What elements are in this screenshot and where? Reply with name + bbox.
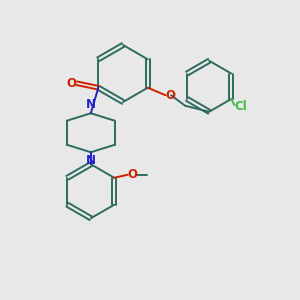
Text: N: N [86, 154, 96, 167]
Text: O: O [127, 168, 137, 181]
Text: O: O [67, 77, 76, 90]
Text: O: O [165, 89, 175, 102]
Text: N: N [86, 98, 96, 111]
Text: Cl: Cl [235, 100, 247, 113]
